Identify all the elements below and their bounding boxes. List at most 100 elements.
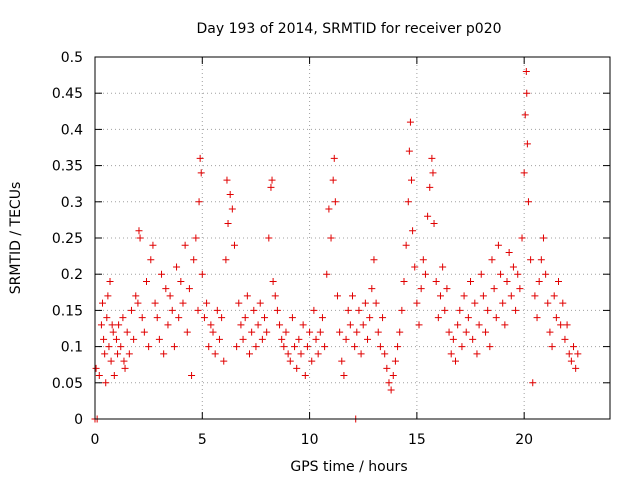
data-point (486, 343, 494, 351)
data-point (523, 89, 531, 97)
data-point (557, 321, 565, 329)
data-point (514, 270, 522, 278)
data-point (284, 350, 292, 358)
data-point (235, 299, 243, 307)
chart-title: Day 193 of 2014, SRMTID for receiver p02… (196, 21, 501, 37)
plot-frame (94, 56, 611, 420)
data-point (421, 270, 429, 278)
data-point (207, 321, 215, 329)
data-point (175, 314, 183, 322)
data-point (501, 321, 509, 329)
x-axis-label: GPS time / hours (290, 459, 407, 475)
data-point (471, 299, 479, 307)
data-point (408, 176, 416, 184)
data-point (383, 364, 391, 372)
axis-ticks (94, 56, 610, 420)
data-point (268, 176, 276, 184)
x-tick-label: 20 (515, 432, 533, 448)
data-point (158, 270, 166, 278)
data-point (269, 277, 277, 285)
data-point (398, 306, 406, 314)
data-point (135, 227, 143, 235)
data-point (447, 350, 455, 358)
data-point (254, 321, 262, 329)
data-point (452, 357, 459, 365)
data-point (130, 335, 138, 343)
data-point (321, 343, 329, 351)
data-point (195, 198, 203, 206)
data-point (520, 169, 528, 177)
data-point (385, 379, 393, 387)
data-point (100, 335, 108, 343)
data-point (574, 350, 582, 358)
data-point (138, 314, 146, 322)
data-point (120, 357, 128, 365)
data-point (394, 343, 402, 351)
data-point (147, 256, 155, 264)
data-point (92, 364, 100, 372)
data-point (555, 277, 562, 285)
data-point (280, 343, 288, 351)
data-point (299, 321, 307, 329)
y-tick-labels: 0 0.05 0.1 0.15 0.2 0.25 0.3 0.35 0.4 0.45 0.5 (52, 50, 83, 428)
data-point (340, 372, 348, 380)
data-point (123, 328, 131, 336)
data-point (310, 306, 318, 314)
data-point (346, 321, 354, 329)
data-point (368, 285, 376, 293)
data-point (224, 220, 232, 228)
data-point (271, 292, 279, 300)
data-point (179, 299, 187, 307)
y-tick-label: 0.45 (52, 86, 83, 102)
data-point (366, 314, 374, 322)
data-point (170, 343, 178, 351)
data-point (426, 183, 434, 191)
data-point (218, 314, 226, 322)
data-point (125, 350, 133, 358)
data-point (409, 227, 417, 235)
data-point (297, 350, 305, 358)
data-point (205, 343, 213, 351)
data-point (109, 328, 117, 336)
data-point (223, 176, 231, 184)
data-point (405, 147, 413, 155)
data-point (376, 343, 384, 351)
data-point (325, 205, 333, 213)
data-point (265, 234, 273, 242)
data-point (209, 328, 217, 336)
x-tick-labels: 0 5 10 15 20 (91, 432, 534, 448)
data-point (559, 299, 567, 307)
data-point (462, 328, 470, 336)
data-point (286, 357, 294, 365)
data-point (424, 212, 432, 220)
data-point (439, 263, 447, 271)
data-point (110, 372, 118, 380)
data-point (505, 248, 513, 256)
data-point (411, 263, 419, 271)
data-point (243, 292, 251, 300)
data-point (565, 350, 573, 358)
data-point (228, 205, 236, 213)
y-tick-label: 0.3 (61, 195, 83, 211)
data-point (351, 343, 359, 351)
data-point (188, 372, 196, 380)
data-point (357, 350, 365, 358)
data-point (429, 169, 437, 177)
data-point (261, 314, 269, 322)
data-point (359, 321, 367, 329)
data-point (413, 299, 421, 307)
data-point (273, 306, 281, 314)
data-point (256, 299, 264, 307)
y-tick-label: 0.05 (52, 376, 83, 392)
data-point (475, 321, 483, 329)
data-point (400, 277, 408, 285)
data-point (213, 306, 221, 314)
data-point (185, 285, 193, 293)
data-point (464, 314, 472, 322)
data-point (544, 299, 552, 307)
data-point (441, 306, 449, 314)
data-point (482, 328, 490, 336)
data-point (417, 285, 425, 293)
data-point (355, 306, 363, 314)
data-point (552, 314, 560, 322)
